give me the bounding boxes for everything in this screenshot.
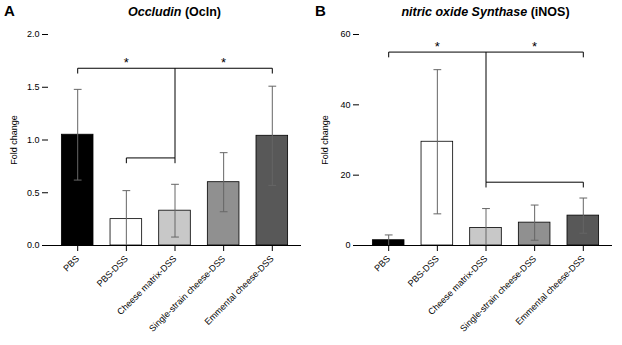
svg-text:0.0: 0.0 xyxy=(27,240,40,250)
svg-text:Cheese matrix-DSS: Cheese matrix-DSS xyxy=(426,253,490,317)
svg-text:0.5: 0.5 xyxy=(27,188,40,198)
svg-text:PBS-DSS: PBS-DSS xyxy=(95,254,130,289)
svg-text:PBS: PBS xyxy=(372,254,392,274)
svg-text:*: * xyxy=(124,55,129,70)
svg-text:Emmental cheese-DSS: Emmental cheese-DSS xyxy=(514,254,587,327)
svg-text:Fold change: Fold change xyxy=(320,115,330,165)
svg-text:*: * xyxy=(435,39,440,54)
svg-text:1.0: 1.0 xyxy=(27,135,40,145)
svg-text:Fold change: Fold change xyxy=(9,115,19,165)
svg-text:Single-strain cheese-DSS: Single-strain cheese-DSS xyxy=(458,254,538,334)
html-text:nitric oxide Synthase (iNOS): nitric oxide Synthase (iNOS) xyxy=(401,5,570,19)
html-text:B: B xyxy=(315,2,326,19)
svg-text:2.0: 2.0 xyxy=(27,29,40,39)
svg-text:Single-strain cheese-DSS: Single-strain cheese-DSS xyxy=(147,254,227,334)
svg-text:20: 20 xyxy=(340,170,350,180)
svg-text:*: * xyxy=(221,55,226,70)
svg-text:60: 60 xyxy=(340,29,350,39)
svg-text:0: 0 xyxy=(345,240,350,250)
svg-text:Emmental cheese-DSS: Emmental cheese-DSS xyxy=(203,254,276,327)
svg-text:PBS-DSS: PBS-DSS xyxy=(406,254,441,289)
html-text:A: A xyxy=(4,2,15,19)
svg-text:*: * xyxy=(532,39,537,54)
svg-text:1.5: 1.5 xyxy=(27,82,40,92)
html-text:Occludin (Ocln): Occludin (Ocln) xyxy=(128,5,221,19)
svg-text:PBS: PBS xyxy=(61,254,81,274)
svg-text:Cheese matrix-DSS: Cheese matrix-DSS xyxy=(115,253,179,317)
svg-text:40: 40 xyxy=(340,100,350,110)
